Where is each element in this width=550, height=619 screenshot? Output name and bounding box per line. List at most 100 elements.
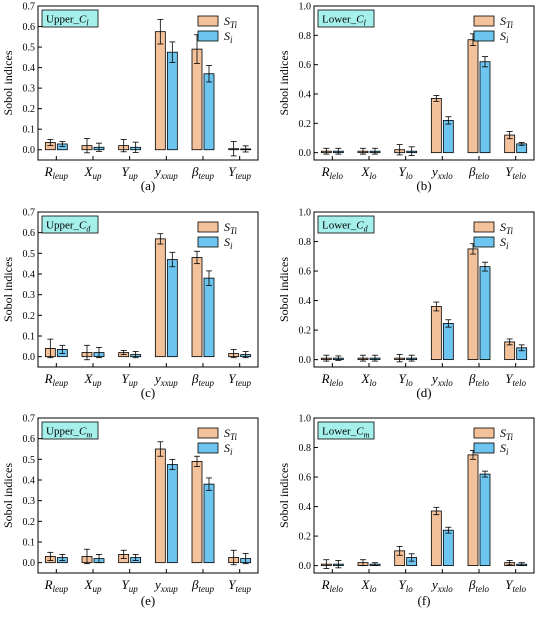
x-tick-label: βtelo bbox=[468, 164, 489, 181]
bar-si bbox=[203, 483, 215, 564]
y-tick-label: 0.6 bbox=[23, 22, 36, 33]
y-tick-label: 0.1 bbox=[23, 332, 36, 343]
legend-label-sti: STi bbox=[224, 426, 238, 442]
x-tick-label: Ylo bbox=[399, 164, 414, 181]
legend-swatch-sti bbox=[197, 221, 219, 233]
y-tick-label: 0.6 bbox=[23, 228, 36, 239]
panel-tag-box bbox=[41, 9, 99, 28]
y-tick-label: 0.6 bbox=[299, 267, 312, 278]
bar-sti bbox=[154, 448, 166, 564]
plot-frame bbox=[37, 211, 259, 368]
y-tick-label: 0.7 bbox=[23, 414, 36, 425]
legend-swatch-si bbox=[197, 30, 219, 42]
x-tick-label: Ytelo bbox=[505, 371, 526, 388]
bar-sti bbox=[430, 306, 442, 361]
x-tick-label: Rlelo bbox=[321, 164, 344, 181]
y-tick-label: 0.2 bbox=[299, 532, 312, 543]
y-tick-label: 0.8 bbox=[299, 237, 312, 248]
legend-label-si: Si bbox=[500, 441, 509, 457]
y-axis-label: Sobol indices bbox=[1, 50, 15, 115]
x-tick-label: Ylo bbox=[399, 371, 414, 388]
y-tick-label: 0.2 bbox=[23, 104, 36, 115]
y-axis-label: Sobol indices bbox=[1, 463, 15, 528]
x-tick-label: yxxup bbox=[153, 164, 178, 181]
y-tick-label: 0.4 bbox=[299, 90, 312, 101]
x-tick-label: Xup bbox=[84, 577, 102, 594]
x-tick-label: Xlo bbox=[361, 371, 377, 388]
legend-swatch-sti bbox=[473, 221, 495, 233]
x-tick-label: βteup bbox=[191, 164, 214, 181]
plot-frame bbox=[37, 5, 259, 161]
y-tick-label: 0.2 bbox=[23, 311, 36, 322]
chart-panel-c: 0.0 0.1 0.2 0.3 0.4 0.5 0.6 0.7 Sobol indices Rle… bbox=[1, 208, 259, 400]
x-tick-label: yxxup bbox=[153, 577, 178, 594]
y-tick-label: 0.5 bbox=[23, 249, 36, 260]
y-tick-label: 0.0 bbox=[23, 145, 36, 156]
panel-caption: (b) bbox=[416, 178, 431, 193]
bar-sti bbox=[467, 248, 479, 361]
y-tick-label: 0.0 bbox=[299, 561, 312, 572]
legend-label-sti: STi bbox=[500, 220, 514, 236]
chart-panel-f: 0.0 0.2 0.4 0.6 0.8 1.0 Sobol indices Rlelo Xlo Y… bbox=[277, 414, 535, 608]
y-tick-label: 0.6 bbox=[299, 60, 312, 71]
plot-frame bbox=[313, 211, 535, 368]
y-tick-label: 0.1 bbox=[23, 125, 36, 136]
panel-tag-box bbox=[317, 9, 375, 28]
y-tick-label: 0.8 bbox=[299, 31, 312, 42]
x-tick-label: Rlelo bbox=[321, 371, 344, 388]
legend-swatch-si bbox=[473, 30, 495, 42]
y-tick-label: 0.4 bbox=[23, 476, 36, 487]
x-tick-label: Xup bbox=[84, 371, 102, 388]
x-tick-label: Xlo bbox=[361, 164, 377, 181]
legend-label-sti: STi bbox=[224, 14, 238, 30]
y-tick-label: 0.6 bbox=[299, 473, 312, 484]
bar-si bbox=[166, 464, 178, 564]
y-tick-label: 0.4 bbox=[299, 502, 312, 513]
x-tick-label: Ylo bbox=[399, 577, 414, 594]
legend-label-si: Si bbox=[500, 235, 509, 251]
bar-sti bbox=[191, 48, 203, 151]
panel-tag-text: Upper_Cl bbox=[46, 14, 89, 28]
plot-frame bbox=[37, 417, 259, 574]
x-tick-label: Ytelo bbox=[505, 577, 526, 594]
panel-tag: Upper_Cm bbox=[41, 421, 99, 440]
bar-si bbox=[166, 51, 178, 151]
chart-panel-d: 0.0 0.2 0.4 0.6 0.8 1.0 Sobol indices Rlelo Xlo Y… bbox=[277, 208, 535, 400]
bar-sti bbox=[191, 257, 203, 358]
y-tick-label: 0.0 bbox=[299, 148, 312, 159]
panel-caption: (d) bbox=[416, 385, 431, 400]
x-tick-label: Yteup bbox=[228, 164, 251, 181]
x-tick-label: yxxup bbox=[153, 371, 178, 388]
y-tick-label: 0.2 bbox=[299, 119, 312, 130]
y-tick-label: 0.8 bbox=[299, 443, 312, 454]
panel-tag: Lower_Cl bbox=[317, 9, 375, 28]
panel-tag-text: Lower_Cm bbox=[322, 426, 370, 440]
y-tick-label: 0.3 bbox=[23, 84, 36, 95]
x-tick-label: Yup bbox=[122, 164, 139, 181]
bar-si bbox=[203, 73, 215, 151]
y-tick-label: 1.0 bbox=[299, 414, 312, 425]
plot-frame bbox=[313, 5, 535, 161]
y-tick-label: 0.3 bbox=[23, 496, 36, 507]
panel-tag-text: Lower_Cl bbox=[322, 14, 367, 28]
x-tick-label: Rleup bbox=[44, 164, 69, 181]
y-axis-label: Sobol indices bbox=[277, 257, 291, 322]
panel-tag-box bbox=[41, 215, 99, 234]
legend-label-sti: STi bbox=[224, 220, 238, 236]
legend-label-si: Si bbox=[224, 29, 233, 45]
y-tick-label: 0.1 bbox=[23, 538, 36, 549]
chart-panel-b: 0.0 0.2 0.4 0.6 0.8 1.0 Sobol indices Rlelo Xlo Y… bbox=[277, 2, 535, 193]
x-tick-label: βtelo bbox=[468, 577, 489, 594]
chart-panel-a: 0.0 0.1 0.2 0.3 0.4 0.5 0.6 0.7 Sobol indices Rle… bbox=[1, 2, 259, 193]
panel-tag-text: Upper_Cm bbox=[46, 426, 92, 440]
y-tick-label: 1.0 bbox=[299, 2, 312, 13]
x-tick-label: βtelo bbox=[468, 371, 489, 388]
panel-caption: (f) bbox=[418, 593, 431, 608]
plot-frame bbox=[313, 417, 535, 574]
legend-swatch-si bbox=[473, 442, 495, 454]
bar-sti bbox=[154, 31, 166, 151]
